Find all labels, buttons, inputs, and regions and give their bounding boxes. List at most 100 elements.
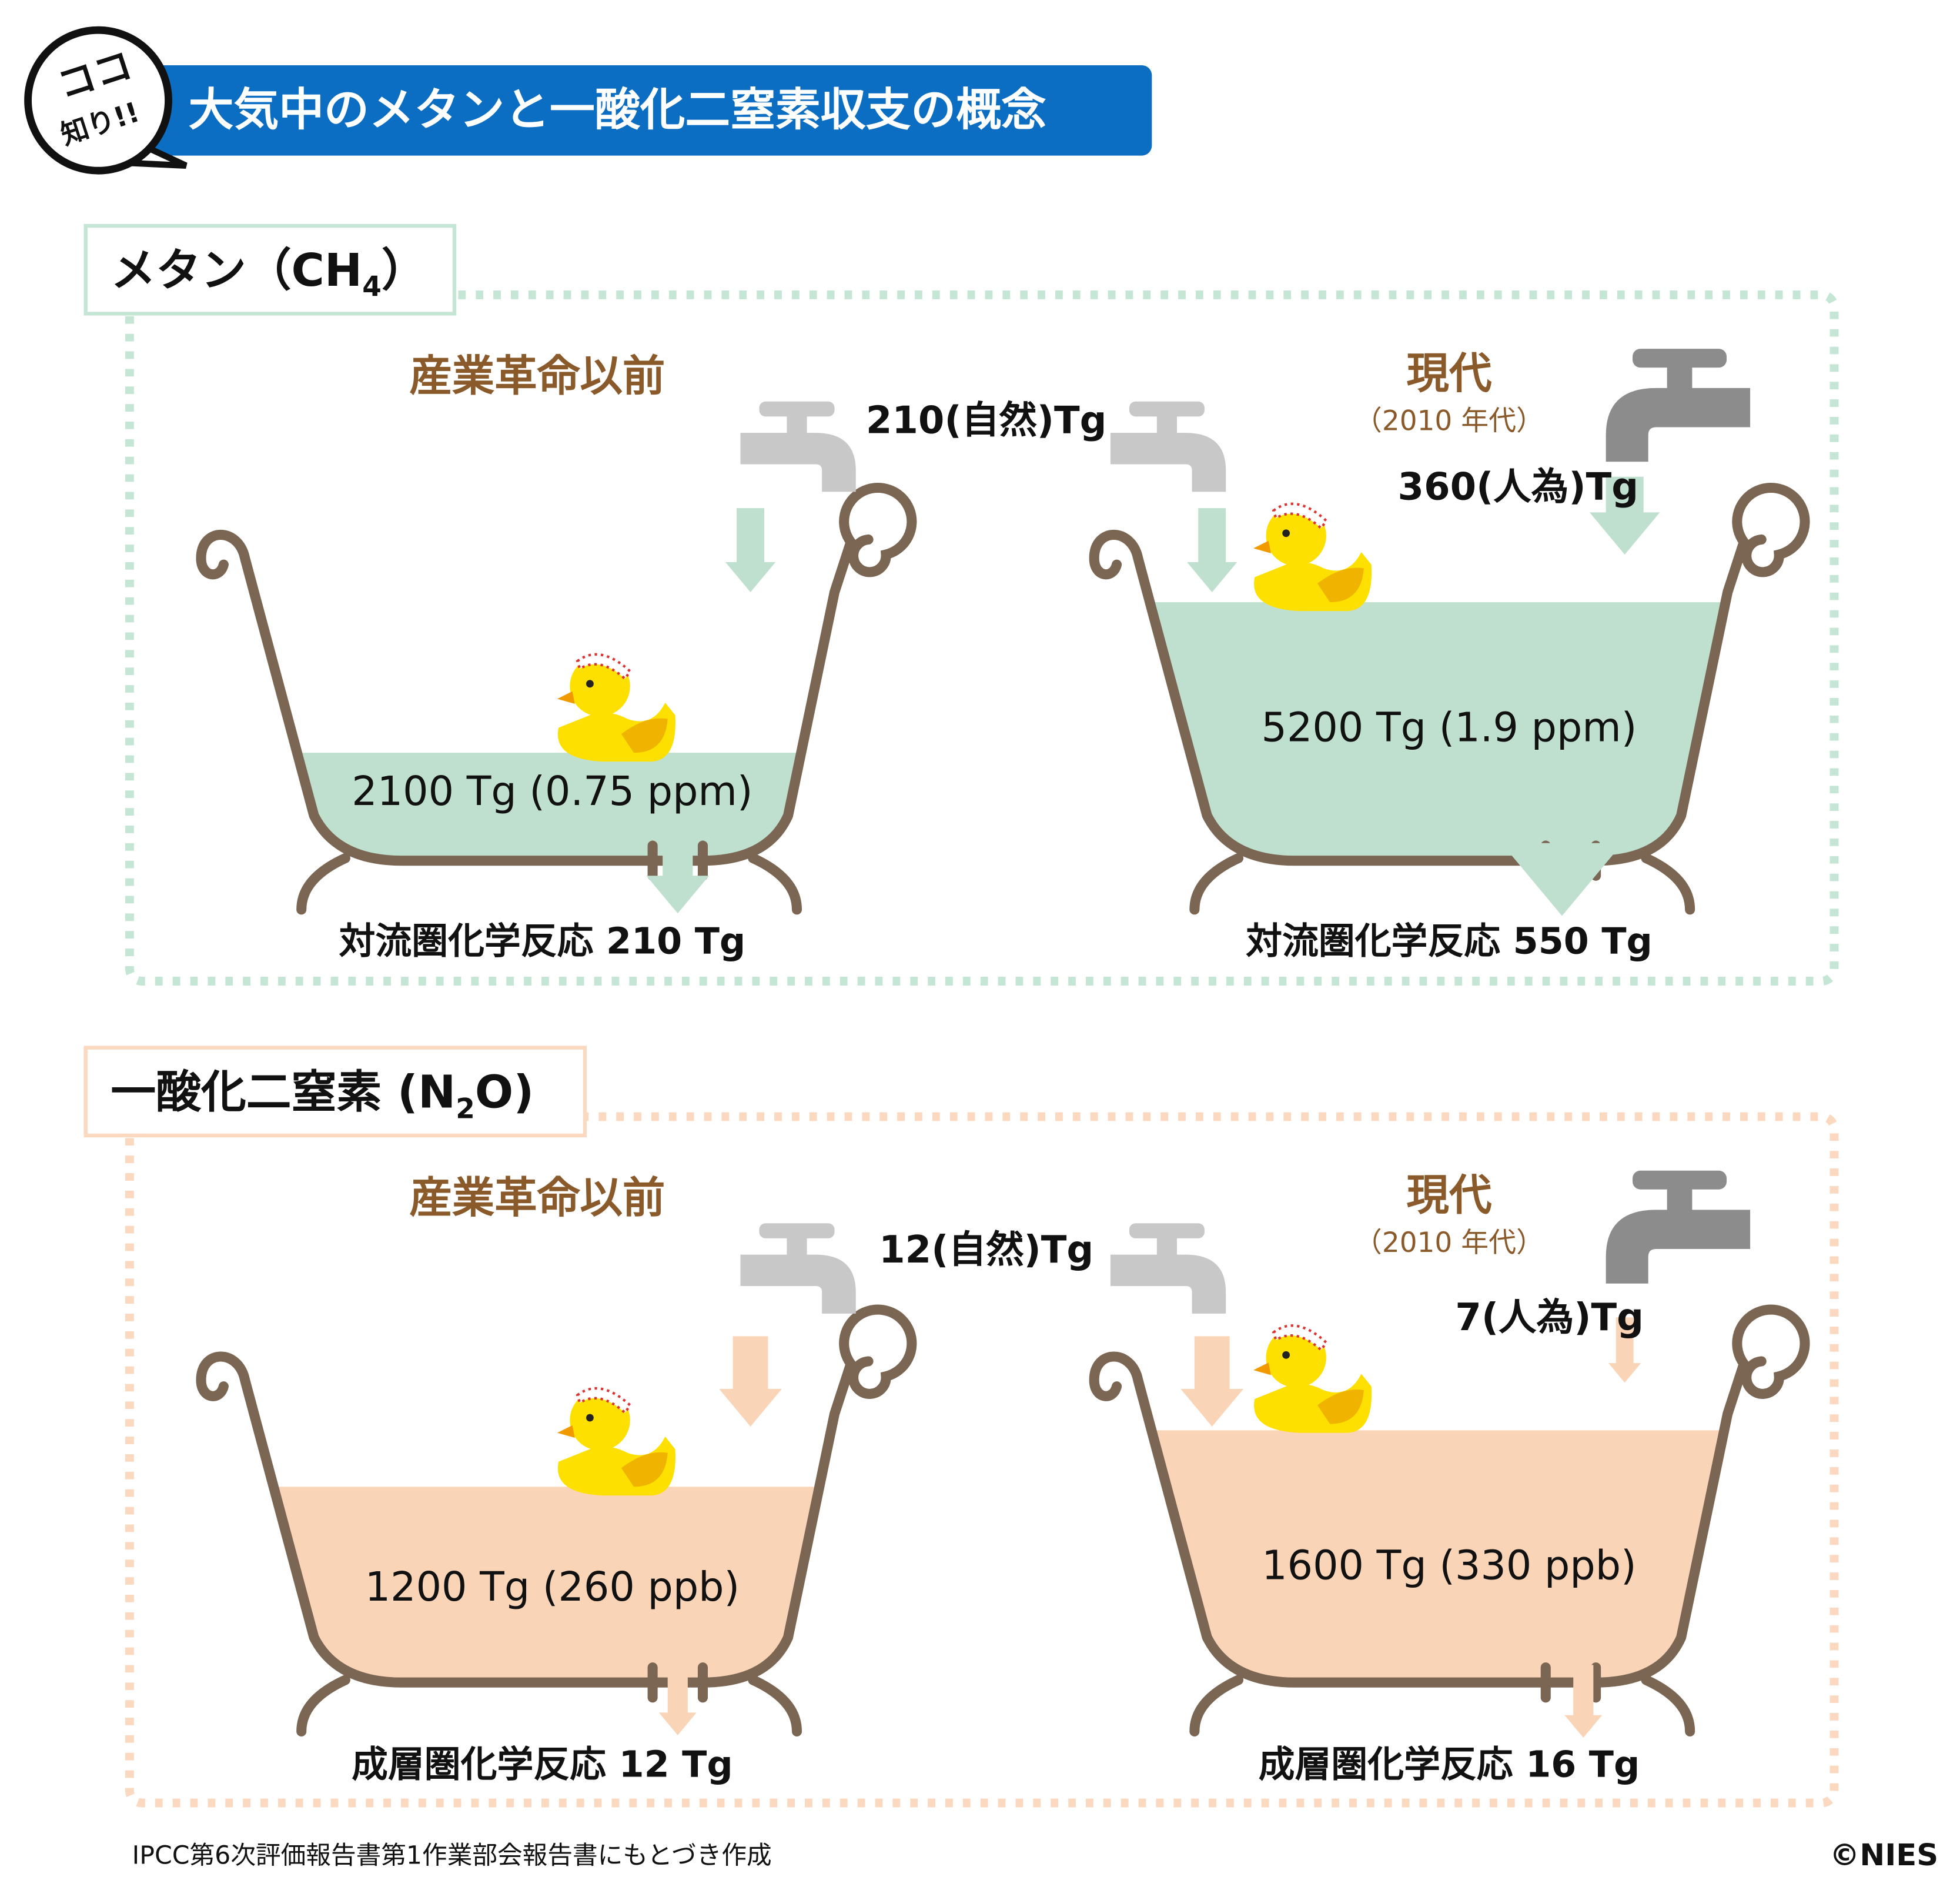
duck-eye bbox=[1282, 529, 1290, 537]
faucet-handle bbox=[1633, 1170, 1727, 1190]
section-label-sub: 4 bbox=[362, 270, 382, 303]
era-period: （2010 年代） bbox=[1354, 1227, 1544, 1259]
tub-body bbox=[196, 483, 917, 866]
reservoir-modern: 5200 Tg (1.9 ppm) bbox=[1262, 704, 1637, 751]
faucet-spout bbox=[1110, 433, 1226, 492]
tub-leg bbox=[1189, 853, 1244, 915]
duck-beak bbox=[1253, 540, 1272, 553]
duck-beak bbox=[1253, 1362, 1272, 1375]
section-label-box bbox=[83, 223, 457, 316]
duck-wing bbox=[621, 1452, 668, 1487]
duck-towel bbox=[1272, 502, 1328, 530]
section-label-end: ） bbox=[382, 245, 427, 297]
tub-drain bbox=[647, 1662, 708, 1703]
section: メタン（CH4） 産業革命以前 現代 （2010 年代） 210(自然)Tg 360(人為… bbox=[83, 223, 1839, 986]
era-heading: 産業革命以前 bbox=[409, 1174, 665, 1223]
faucet-stem bbox=[1667, 364, 1693, 393]
faucet-stem bbox=[1156, 1235, 1177, 1259]
duck-towel bbox=[576, 653, 632, 681]
tub-leg bbox=[1641, 853, 1695, 915]
water bbox=[273, 1487, 818, 1680]
era-heading: 現代 bbox=[1406, 349, 1491, 399]
duck-eye bbox=[586, 1414, 594, 1422]
faucet-spout bbox=[1606, 1210, 1751, 1284]
era-period: （2010 年代） bbox=[1354, 405, 1544, 437]
title: 大気中のメタンと一酸化二窒素収支の概念 bbox=[189, 84, 1046, 136]
flow-arrow bbox=[1187, 508, 1237, 593]
title-bar bbox=[150, 65, 1152, 156]
duck-head bbox=[570, 1390, 630, 1451]
badge bbox=[24, 26, 172, 175]
tub-leg bbox=[748, 853, 802, 915]
flow-arrow bbox=[658, 1665, 697, 1735]
faucet-spout bbox=[740, 433, 856, 492]
tub-body bbox=[196, 1304, 917, 1688]
reservoir-modern: 1600 Tg (330 ppb) bbox=[1262, 1543, 1636, 1589]
duck-beak bbox=[557, 691, 575, 704]
source-note: IPCC第6次評価報告書第1作業部会報告書にもとづき作成 bbox=[132, 1841, 772, 1870]
faucet-handle bbox=[759, 1223, 835, 1238]
section-label-main: 一酸化二窒素 (N bbox=[111, 1067, 456, 1119]
flow-arrow bbox=[1589, 476, 1660, 555]
flow-arrow bbox=[1608, 1317, 1641, 1383]
faucet-stem bbox=[1667, 1186, 1693, 1215]
era-heading: 産業革命以前 bbox=[409, 352, 665, 401]
bathtub bbox=[196, 1304, 917, 1736]
duck-towel bbox=[1272, 1324, 1328, 1352]
section-label-box bbox=[83, 1046, 587, 1138]
faucet-handle bbox=[1129, 1223, 1205, 1238]
section-label: 一酸化二窒素 (N2O) bbox=[111, 1067, 534, 1125]
duck bbox=[557, 653, 675, 762]
duck-wing bbox=[1317, 567, 1364, 603]
tub-leg bbox=[748, 1675, 802, 1736]
section-label-end: O) bbox=[475, 1067, 534, 1119]
duck-head bbox=[1266, 505, 1326, 566]
bathtub bbox=[196, 483, 917, 915]
tub-leg bbox=[1189, 1675, 1244, 1736]
duck-eye bbox=[586, 680, 594, 688]
tub-body bbox=[1089, 483, 1810, 866]
water bbox=[1151, 1430, 1724, 1680]
section-label: メタン（CH4） bbox=[111, 245, 426, 303]
faucet-handle bbox=[759, 401, 835, 417]
duck bbox=[1253, 1324, 1372, 1433]
tub-body bbox=[1089, 1304, 1810, 1688]
sink-modern: 対流圏化学反応 550 Tg bbox=[1246, 920, 1653, 963]
faucet bbox=[1606, 1170, 1751, 1284]
water bbox=[297, 753, 798, 859]
sink-modern: 成層圏化学反応 16 Tg bbox=[1259, 1743, 1640, 1785]
faucet bbox=[1110, 401, 1226, 492]
anthropogenic-flux: 360(人為)Tg bbox=[1398, 466, 1639, 509]
faucet-spout bbox=[740, 1254, 856, 1314]
water bbox=[1149, 602, 1725, 859]
duck-wing bbox=[621, 718, 668, 753]
duck-beak bbox=[557, 1425, 575, 1438]
duck-eye bbox=[1282, 1351, 1290, 1359]
faucet-spout bbox=[1606, 388, 1751, 462]
era-heading: 現代 bbox=[1406, 1171, 1491, 1221]
faucet-stem bbox=[787, 1235, 807, 1259]
anthropogenic-flux: 7(人為)Tg bbox=[1455, 1296, 1644, 1340]
faucet-spout bbox=[1110, 1254, 1226, 1314]
sink-before: 対流圏化学反応 210 Tg bbox=[339, 920, 746, 963]
copyright: ©NIES bbox=[1829, 1838, 1938, 1873]
tub-leg bbox=[296, 853, 350, 915]
natural-flux: 12(自然)Tg bbox=[879, 1228, 1093, 1272]
faucet bbox=[1606, 349, 1751, 462]
duck-towel bbox=[576, 1387, 632, 1415]
reservoir-before: 2100 Tg (0.75 ppm) bbox=[352, 769, 752, 815]
tub-drain bbox=[647, 840, 708, 881]
tub-drain bbox=[1540, 1662, 1601, 1703]
duck bbox=[1253, 502, 1372, 612]
faucet bbox=[740, 401, 856, 492]
duck-head bbox=[1266, 1327, 1326, 1388]
faucet bbox=[740, 1223, 856, 1314]
flow-arrow bbox=[1564, 1665, 1603, 1738]
section-label-main: メタン（CH bbox=[111, 245, 362, 297]
section-frame bbox=[125, 290, 1839, 986]
tub-leg bbox=[296, 1675, 350, 1736]
flow-arrow bbox=[725, 508, 776, 593]
